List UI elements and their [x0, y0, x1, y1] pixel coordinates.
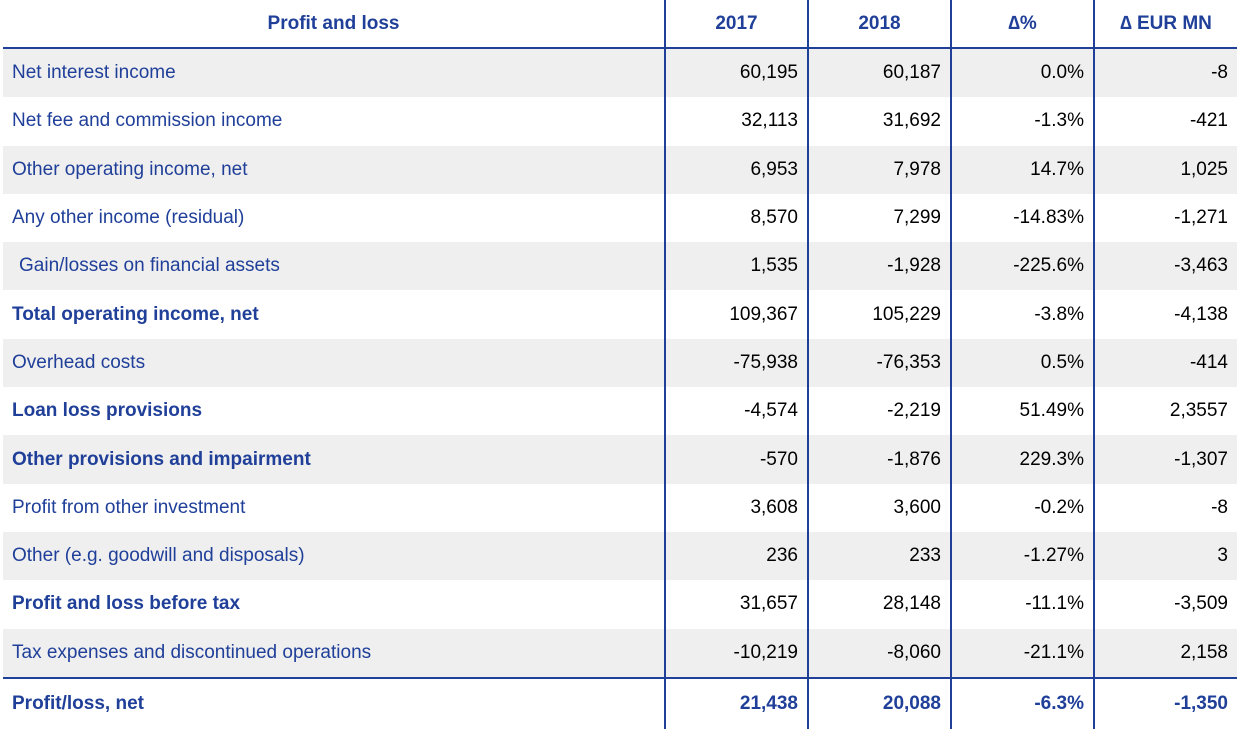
- header-2017: 2017: [664, 0, 808, 49]
- row-label: Tax expenses and discontinued operations: [3, 628, 665, 678]
- cell-2018: 31,692: [807, 97, 951, 146]
- cell-2018: 7,299: [807, 193, 951, 243]
- table-row: Profit from other investment 3,608 3,600…: [3, 483, 1237, 532]
- cell-delta-percent: -3.8%: [950, 290, 1094, 339]
- cell-delta-eur: -1,307: [1093, 435, 1237, 484]
- cell-2017: 3,608: [664, 483, 808, 532]
- cell-delta-percent: 0.0%: [950, 48, 1094, 98]
- total-2018: 20,088: [807, 676, 951, 729]
- cell-2017: 109,367: [664, 290, 808, 339]
- total-row: Profit/loss, net 21,438 20,088 -6.3% -1,…: [3, 676, 1237, 729]
- cell-delta-percent: -0.2%: [950, 483, 1094, 532]
- table-row: Other (e.g. goodwill and disposals) 236 …: [3, 531, 1237, 581]
- cell-2018: -8,060: [807, 628, 951, 678]
- table-header-row: Profit and loss 2017 2018 ∆% ∆ EUR MN: [3, 0, 1237, 49]
- row-label: Other operating income, net: [3, 145, 665, 194]
- cell-2017: -75,938: [664, 338, 808, 388]
- cell-2017: 1,535: [664, 242, 808, 291]
- header-2018: 2018: [807, 0, 951, 49]
- total-label: Profit/loss, net: [3, 676, 665, 729]
- table-row: Overhead costs -75,938 -76,353 0.5% -414: [3, 338, 1237, 388]
- cell-delta-percent: -14.83%: [950, 193, 1094, 243]
- cell-2018: 3,600: [807, 483, 951, 532]
- total-delta-eur: -1,350: [1093, 676, 1237, 729]
- table-row: Other operating income, net 6,953 7,978 …: [3, 145, 1237, 194]
- cell-2017: 236: [664, 531, 808, 581]
- row-label: Gain/losses on financial assets: [3, 242, 665, 291]
- cell-delta-eur: -3,463: [1093, 242, 1237, 291]
- row-label: Overhead costs: [3, 338, 665, 388]
- cell-delta-percent: -11.1%: [950, 580, 1094, 629]
- cell-delta-eur: -421: [1093, 97, 1237, 146]
- cell-2017: 31,657: [664, 580, 808, 629]
- table-row: Loan loss provisions -4,574 -2,219 51.49…: [3, 387, 1237, 436]
- cell-delta-eur: -414: [1093, 338, 1237, 388]
- cell-delta-percent: -21.1%: [950, 628, 1094, 678]
- total-2017: 21,438: [664, 676, 808, 729]
- cell-2018: 233: [807, 531, 951, 581]
- cell-2018: -1,876: [807, 435, 951, 484]
- cell-delta-percent: 14.7%: [950, 145, 1094, 194]
- row-label: Profit and loss before tax: [12, 593, 241, 615]
- row-label: Other (e.g. goodwill and disposals): [3, 531, 665, 581]
- row-label: Any other income (residual): [12, 207, 245, 229]
- table-row: Total operating income, net 109,367 105,…: [3, 290, 1237, 339]
- cell-delta-eur: 1,025: [1093, 145, 1237, 194]
- row-label: Net interest income: [3, 48, 665, 98]
- cell-2018: 60,187: [807, 48, 951, 98]
- cell-delta-eur: -8: [1093, 48, 1237, 98]
- cell-2018: -1,928: [807, 242, 951, 291]
- profit-loss-table: Profit and loss 2017 2018 ∆% ∆ EUR MN Ne…: [3, 0, 1237, 729]
- cell-delta-percent: 0.5%: [950, 338, 1094, 388]
- cell-2017: 60,195: [664, 48, 808, 98]
- cell-delta-percent: 229.3%: [950, 435, 1094, 484]
- header-delta-percent: ∆%: [950, 0, 1094, 49]
- cell-2018: -2,219: [807, 387, 951, 436]
- header-profit-and-loss: Profit and loss: [3, 0, 665, 49]
- cell-2018: 105,229: [807, 290, 951, 339]
- cell-2017: -4,574: [664, 387, 808, 436]
- table-row: Net interest income 60,195 60,187 0.0% -…: [3, 48, 1237, 98]
- cell-delta-eur: -4,138: [1093, 290, 1237, 339]
- cell-2018: 7,978: [807, 145, 951, 194]
- cell-delta-percent: -1.3%: [950, 97, 1094, 146]
- row-label: Total operating income, net: [12, 303, 259, 325]
- table-row: Gain/losses on financial assets 1,535 -1…: [3, 242, 1237, 291]
- cell-2018: 28,148: [807, 580, 951, 629]
- cell-2017: 32,113: [664, 97, 808, 146]
- cell-delta-eur: 2,3557: [1093, 387, 1237, 436]
- cell-delta-eur: -8: [1093, 483, 1237, 532]
- table-row: Tax expenses and discontinued operations…: [3, 628, 1237, 678]
- cell-delta-percent: 51.49%: [950, 387, 1094, 436]
- row-label: Profit from other investment: [12, 496, 246, 518]
- row-label: Other provisions and impairment: [3, 435, 665, 484]
- cell-delta-eur: 2,158: [1093, 628, 1237, 678]
- header-delta-eur-mn: ∆ EUR MN: [1093, 0, 1237, 49]
- row-label: Loan loss provisions: [12, 400, 203, 422]
- cell-delta-eur: -1,271: [1093, 193, 1237, 243]
- cell-2017: 6,953: [664, 145, 808, 194]
- cell-delta-percent: -225.6%: [950, 242, 1094, 291]
- row-label: Net fee and commission income: [12, 110, 283, 132]
- cell-delta-eur: -3,509: [1093, 580, 1237, 629]
- cell-2018: -76,353: [807, 338, 951, 388]
- cell-delta-eur: 3: [1093, 531, 1237, 581]
- table-row: Profit and loss before tax 31,657 28,148…: [3, 580, 1237, 629]
- table-row: Other provisions and impairment -570 -1,…: [3, 435, 1237, 484]
- table-row: Any other income (residual) 8,570 7,299 …: [3, 193, 1237, 243]
- cell-2017: -570: [664, 435, 808, 484]
- cell-2017: -10,219: [664, 628, 808, 678]
- cell-2017: 8,570: [664, 193, 808, 243]
- cell-delta-percent: -1.27%: [950, 531, 1094, 581]
- table-row: Net fee and commission income 32,113 31,…: [3, 97, 1237, 146]
- total-delta-percent: -6.3%: [950, 676, 1094, 729]
